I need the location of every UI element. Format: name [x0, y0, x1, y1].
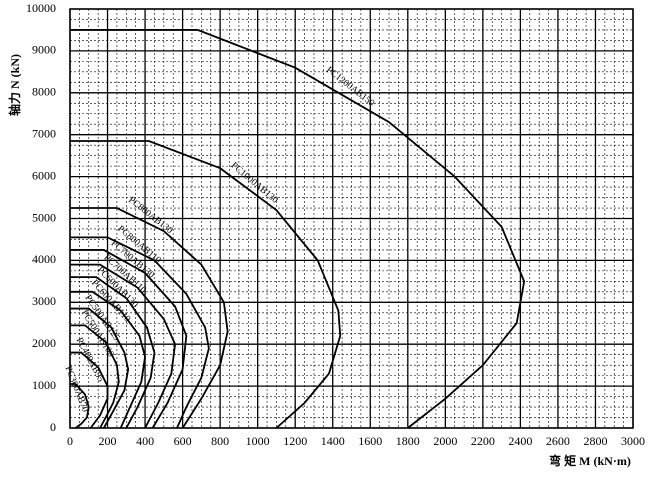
y-tick-label: 6000 — [32, 168, 56, 182]
y-tick-label: 3000 — [32, 294, 56, 308]
x-tick-label: 2200 — [471, 434, 495, 448]
curve — [70, 140, 342, 429]
curve — [70, 236, 210, 429]
curve — [70, 324, 120, 429]
y-tick-label: 4000 — [32, 252, 56, 266]
x-tick-label: 2800 — [583, 434, 607, 448]
x-tick-label: 400 — [136, 434, 154, 448]
curve — [70, 290, 146, 429]
x-tick-label: 1200 — [283, 434, 307, 448]
x-tick-label: 2400 — [508, 434, 532, 448]
curve — [70, 383, 90, 429]
y-tick-label: 8000 — [32, 85, 56, 99]
series-label: PC300AB70 — [62, 365, 90, 414]
x-axis-label: 弯 矩 M (kN·m) — [549, 453, 631, 468]
y-tick-label: 10000 — [26, 1, 56, 15]
x-tick-label: 2600 — [546, 434, 570, 448]
curve — [70, 307, 130, 429]
y-tick-label: 0 — [50, 420, 56, 434]
x-tick-label: 2000 — [433, 434, 457, 448]
y-tick-label: 2000 — [32, 336, 56, 350]
x-tick-label: 800 — [211, 434, 229, 448]
curve — [70, 276, 156, 429]
y-tick-label: 7000 — [32, 126, 56, 140]
x-tick-label: 200 — [99, 434, 117, 448]
series-label: PC1000AB130 — [229, 161, 280, 206]
x-tick-label: 600 — [174, 434, 192, 448]
x-tick-label: 1600 — [358, 434, 382, 448]
curve — [70, 29, 526, 429]
curve — [70, 351, 109, 429]
x-tick-label: 1800 — [396, 434, 420, 448]
x-tick-label: 1000 — [246, 434, 270, 448]
y-axis-label: 轴力 N (kN) — [7, 54, 22, 116]
y-tick-label: 9000 — [32, 43, 56, 57]
x-tick-label: 0 — [67, 434, 73, 448]
curve — [70, 249, 188, 429]
plot-frame — [69, 8, 634, 429]
x-tick-label: 1400 — [321, 434, 345, 448]
x-tick-label: 3000 — [621, 434, 645, 448]
y-tick-label: 1000 — [32, 378, 56, 392]
curve — [70, 207, 229, 429]
curve — [70, 263, 177, 429]
y-tick-label: 5000 — [32, 210, 56, 224]
